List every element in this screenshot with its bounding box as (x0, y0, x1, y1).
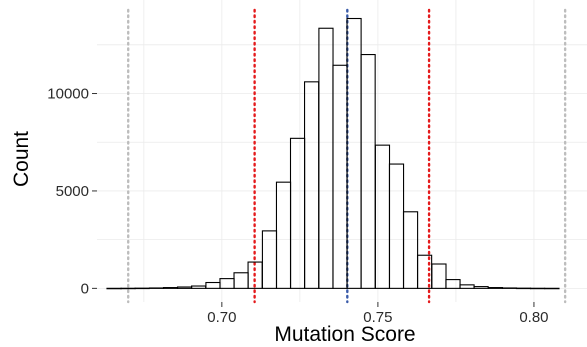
histogram-bar (346, 17, 362, 289)
histogram-bar (459, 284, 475, 289)
x-tick-label: 0.75 (363, 309, 392, 326)
x-tick-label: 0.80 (519, 309, 548, 326)
histogram-bar (289, 137, 306, 289)
histogram-bar (402, 211, 419, 289)
histogram-bar (176, 286, 193, 289)
histogram-bar (318, 27, 334, 289)
histogram-bars (106, 17, 560, 290)
histogram-bar (374, 144, 391, 289)
x-tick-label: 0.70 (207, 309, 236, 326)
histogram-bar (445, 279, 461, 289)
y-tick-label: 5000 (56, 183, 89, 200)
y-axis-title: Count (10, 131, 33, 187)
histogram-bar (219, 278, 235, 289)
histogram-bar (416, 254, 433, 289)
y-tick-label: 10000 (47, 86, 89, 103)
histogram-bar (360, 54, 376, 289)
y-tick-label: 0 (81, 280, 89, 297)
histogram-bar (162, 287, 179, 289)
histogram-bar (233, 272, 249, 289)
histogram-bar (303, 81, 320, 289)
histogram-bar (473, 286, 489, 289)
histogram-bar (205, 281, 221, 289)
histogram-bar (388, 163, 405, 289)
histogram-bar (247, 261, 263, 289)
x-axis-title: Mutation Score (274, 323, 415, 346)
axes: 0.70 0.75 0.80 0 5000 10000 (47, 86, 548, 326)
histogram-bar (332, 64, 348, 289)
histogram-bar (191, 285, 207, 289)
histogram-bar (487, 287, 504, 289)
histogram-bar (275, 181, 292, 289)
histogram-bar (431, 263, 447, 289)
histogram-bar (261, 230, 278, 289)
